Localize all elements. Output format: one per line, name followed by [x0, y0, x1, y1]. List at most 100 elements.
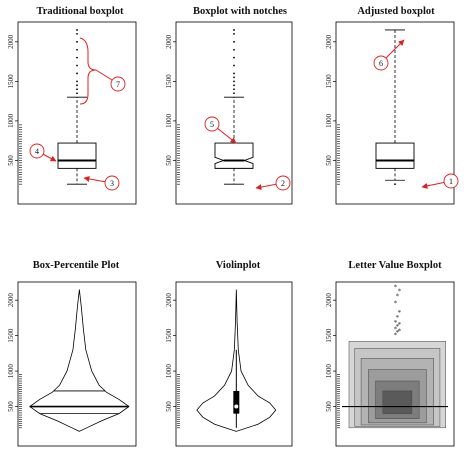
panel-6: Letter Value Boxplot500100015002000*****… [325, 260, 455, 447]
panel-title: Letter Value Boxplot [348, 260, 442, 271]
percentile-shape [29, 289, 130, 432]
panel-2: Boxplot with notches 500 1000 1500 2000 5 2 [165, 6, 293, 205]
panel-frame [335, 281, 455, 447]
y-tick-label: 500 [325, 155, 333, 166]
outlier-point [233, 40, 235, 43]
outlier-mark: * [396, 329, 400, 337]
y-tick-label: 500 [325, 401, 333, 412]
y-tick-label: 1000 [325, 113, 333, 128]
y-tick-label: 1500 [7, 328, 15, 343]
y-tick-label: 1500 [325, 74, 333, 89]
panel-frame [17, 21, 137, 205]
y-tick-label: 2000 [7, 293, 15, 308]
outlier-mark: * [396, 293, 400, 301]
callout-circle [110, 76, 126, 92]
callout-circle [373, 55, 389, 71]
y-tick-label: 1500 [7, 74, 15, 89]
panel-3: Adjusted boxplot 500 1000 1500 2000 6 1 [325, 6, 459, 205]
panel-title: Violinplot [216, 260, 261, 271]
panel-1: Traditional boxplot 500 1000 1500 2000 3 4 7 [7, 6, 137, 205]
letter-value-box [382, 390, 413, 414]
outlier-point [233, 76, 235, 79]
panel-title: Boxplot with notches [193, 6, 287, 17]
y-tick-label: 1000 [7, 364, 15, 379]
outlier-point [233, 33, 235, 35]
y-tick-label: 1500 [165, 74, 173, 89]
brace-leader [95, 69, 113, 81]
outlier-point [233, 56, 235, 59]
outlier-brace [79, 37, 97, 105]
callout-circle [204, 116, 220, 132]
outlier-point [76, 92, 78, 95]
violin-box [233, 390, 240, 414]
y-tick-label: 1500 [325, 328, 333, 343]
panel-frame [175, 281, 293, 447]
y-tick-label: 500 [7, 401, 15, 412]
panel-frame [175, 21, 293, 205]
callout-circle [104, 175, 120, 191]
y-tick-label: 1000 [165, 364, 173, 379]
y-tick-label: 1500 [165, 328, 173, 343]
notched-box [214, 142, 254, 169]
outlier-point [233, 48, 235, 51]
callout-label: 1 [449, 177, 453, 186]
outlier-point [233, 92, 235, 95]
outlier-point [76, 80, 78, 83]
y-tick-label: 2000 [325, 293, 333, 308]
outlier-point [76, 72, 78, 75]
y-tick-label: 1000 [7, 113, 15, 128]
outlier-point [233, 29, 235, 31]
callout-label: 2 [281, 179, 285, 188]
outlier-point [233, 72, 235, 75]
panel-4: Box-Percentile Plot 500 1000 1500 2000 [7, 260, 137, 447]
y-tick-label: 500 [165, 401, 173, 412]
outlier-mark: * [394, 300, 398, 308]
panel-5: Violinplot 500 1000 1500 2000 [165, 260, 293, 447]
callout-label: 5 [210, 120, 214, 129]
panel-title: Adjusted boxplot [357, 6, 435, 17]
outlier-point [233, 80, 235, 83]
callout-label: 4 [35, 147, 39, 156]
y-tick-label: 1000 [325, 364, 333, 379]
callout-circle [443, 173, 459, 189]
outlier-point [233, 64, 235, 67]
outlier-point [76, 29, 78, 31]
box [375, 142, 415, 169]
y-tick-label: 2000 [7, 34, 15, 49]
outlier-mark: * [398, 309, 402, 317]
outlier-point [76, 48, 78, 51]
callout-circle [275, 175, 291, 191]
outlier-mark: * [398, 327, 402, 335]
y-tick-label: 2000 [325, 34, 333, 49]
y-tick-label: 500 [165, 155, 173, 166]
outlier-point [76, 64, 78, 67]
box [57, 142, 97, 169]
y-tick-label: 500 [7, 155, 15, 166]
outlier-point [76, 40, 78, 43]
outlier-point [394, 183, 396, 186]
outlier-mark: * [396, 314, 400, 322]
callout-label: 7 [116, 80, 120, 89]
panel-title: Traditional boxplot [36, 6, 124, 17]
outlier-point [76, 56, 78, 59]
y-tick-label: 2000 [165, 34, 173, 49]
outlier-mark: * [398, 321, 402, 329]
callout-label: 3 [110, 179, 114, 188]
outlier-mark: * [394, 325, 398, 333]
y-tick-label: 1000 [165, 113, 173, 128]
panel-frame [335, 21, 455, 205]
outlier-point [76, 88, 78, 91]
callout-circle [29, 143, 45, 159]
y-tick-label: 2000 [165, 293, 173, 308]
outlier-mark: * [394, 332, 398, 340]
median-dot [234, 404, 239, 409]
panel-frame [17, 281, 137, 447]
outlier-point [76, 84, 78, 87]
panel-title: Box-Percentile Plot [33, 260, 120, 271]
outlier-mark: * [394, 283, 398, 291]
outlier-point [233, 88, 235, 91]
outlier-point [76, 33, 78, 35]
outlier-mark: * [396, 323, 400, 331]
outlier-mark: * [394, 319, 398, 327]
